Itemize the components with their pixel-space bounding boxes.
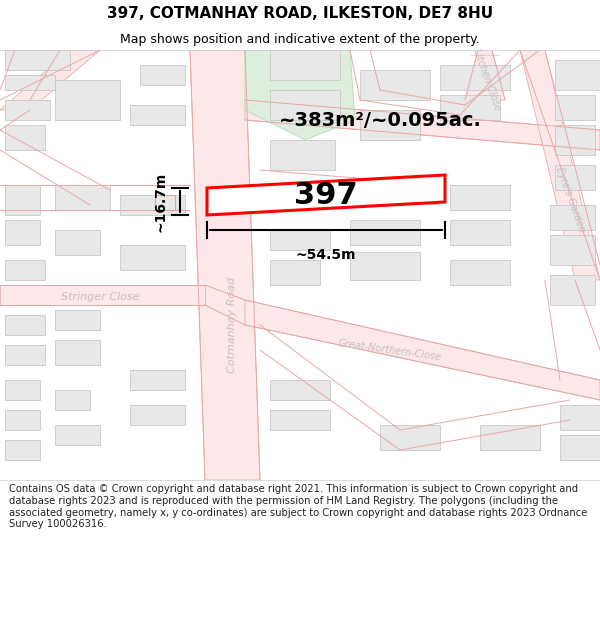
Polygon shape [55, 185, 110, 210]
Polygon shape [560, 435, 600, 460]
Text: Contains OS data © Crown copyright and database right 2021. This information is : Contains OS data © Crown copyright and d… [9, 484, 587, 529]
Polygon shape [140, 65, 185, 85]
Text: Cotmanhay Road: Cotmanhay Road [227, 277, 237, 373]
Polygon shape [550, 205, 595, 230]
Polygon shape [5, 440, 40, 460]
Polygon shape [270, 380, 330, 400]
Text: ~16.7m: ~16.7m [154, 171, 168, 232]
Polygon shape [480, 425, 540, 450]
Polygon shape [350, 220, 420, 245]
Polygon shape [5, 315, 45, 335]
Polygon shape [245, 50, 355, 140]
Polygon shape [360, 110, 420, 140]
Polygon shape [120, 245, 185, 270]
Polygon shape [270, 90, 340, 120]
Polygon shape [5, 75, 55, 90]
Polygon shape [5, 410, 40, 430]
Polygon shape [55, 80, 120, 120]
Polygon shape [360, 70, 430, 100]
Polygon shape [380, 425, 440, 450]
Polygon shape [550, 235, 595, 265]
Polygon shape [0, 285, 205, 305]
Polygon shape [270, 140, 335, 170]
Polygon shape [55, 390, 90, 410]
Polygon shape [440, 65, 510, 90]
Polygon shape [450, 220, 510, 245]
Polygon shape [245, 100, 600, 150]
Polygon shape [207, 175, 445, 215]
Text: 397: 397 [294, 181, 358, 209]
Polygon shape [555, 165, 595, 190]
Polygon shape [120, 195, 185, 215]
Polygon shape [550, 275, 595, 305]
Text: ~54.5m: ~54.5m [296, 248, 356, 262]
Polygon shape [55, 310, 100, 330]
Text: Litchen Close: Litchen Close [471, 48, 503, 112]
Polygon shape [5, 220, 40, 245]
Polygon shape [270, 410, 330, 430]
Polygon shape [450, 185, 510, 210]
Polygon shape [130, 105, 185, 125]
Polygon shape [5, 345, 45, 365]
Polygon shape [560, 405, 600, 430]
Polygon shape [130, 370, 185, 390]
Polygon shape [55, 230, 100, 255]
Polygon shape [5, 260, 45, 280]
Polygon shape [5, 50, 70, 70]
Polygon shape [270, 260, 320, 285]
Polygon shape [465, 50, 505, 100]
Polygon shape [350, 252, 420, 280]
Polygon shape [245, 300, 600, 400]
Polygon shape [5, 380, 40, 400]
Text: Great-Northern-Close: Great-Northern-Close [338, 338, 442, 362]
Polygon shape [55, 340, 100, 365]
Polygon shape [55, 425, 100, 445]
Polygon shape [270, 230, 330, 250]
Text: 397, COTMANHAY ROAD, ILKESTON, DE7 8HU: 397, COTMANHAY ROAD, ILKESTON, DE7 8HU [107, 6, 493, 21]
Polygon shape [0, 50, 100, 110]
Polygon shape [555, 95, 595, 120]
Text: Stringer Close: Stringer Close [61, 292, 139, 302]
Text: Eyre's Garden: Eyre's Garden [554, 166, 586, 234]
Polygon shape [5, 185, 40, 215]
Polygon shape [450, 260, 510, 285]
Polygon shape [520, 50, 600, 280]
Polygon shape [555, 125, 595, 155]
Polygon shape [130, 405, 185, 425]
Polygon shape [440, 95, 500, 120]
Text: Map shows position and indicative extent of the property.: Map shows position and indicative extent… [120, 34, 480, 46]
Polygon shape [270, 50, 340, 80]
Polygon shape [555, 60, 600, 90]
Text: ~383m²/~0.095ac.: ~383m²/~0.095ac. [278, 111, 481, 129]
Polygon shape [190, 50, 260, 480]
Polygon shape [5, 100, 50, 120]
Polygon shape [5, 125, 45, 150]
